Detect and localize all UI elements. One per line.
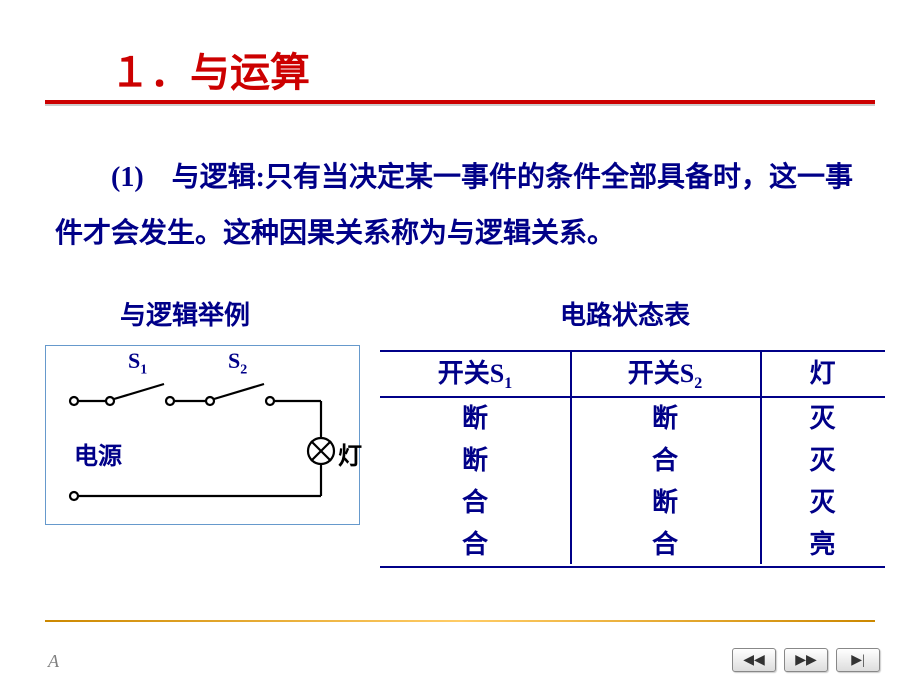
nav-prev-button[interactable]: ◀◀ xyxy=(732,648,776,672)
nav-end-button[interactable]: ▶| xyxy=(836,648,880,672)
table-cell: 灭 xyxy=(760,398,885,440)
table-cell: 合 xyxy=(380,482,570,524)
circuit-caption: 与逻辑举例 xyxy=(120,295,250,332)
lamp-label: 灯 xyxy=(338,436,362,471)
state-table: 开关S1 开关S2 灯 断 断 灭 断 合 灭 合 断 灭 xyxy=(380,350,885,568)
body-paragraph: (1) 与逻辑:只有当决定某一事件的条件全部具备时，这一事件才会发生。这种因果关… xyxy=(55,150,875,262)
logo-mark: A xyxy=(48,651,59,672)
table-header-row: 开关S1 开关S2 灯 xyxy=(380,352,885,396)
switch-1-label: S1 xyxy=(128,348,147,378)
table-cell: 合 xyxy=(570,440,760,482)
source-label: 电源 xyxy=(74,436,122,471)
slide: １．与运算 (1) 与逻辑:只有当决定某一事件的条件全部具备时，这一事件才会发生… xyxy=(0,0,920,690)
table-cell: 合 xyxy=(380,524,570,566)
table-row: 断 断 灭 xyxy=(380,398,885,440)
footer-divider xyxy=(45,620,875,622)
table-header-lamp: 灯 xyxy=(760,352,885,396)
table-header-s2: 开关S2 xyxy=(570,352,760,396)
table-cell: 灭 xyxy=(760,482,885,524)
table-row: 合 断 灭 xyxy=(380,482,885,524)
table-row: 断 合 灭 xyxy=(380,440,885,482)
body-text: (1) 与逻辑:只有当决定某一事件的条件全部具备时，这一事件才会发生。这种因果关… xyxy=(55,162,853,249)
table-cell: 断 xyxy=(570,482,760,524)
table-cell: 亮 xyxy=(760,524,885,566)
title-underline-shadow xyxy=(45,104,875,106)
table-bottom-line xyxy=(380,566,885,568)
table-header-s1: 开关S1 xyxy=(380,352,570,396)
table-cell: 断 xyxy=(570,398,760,440)
table-row: 合 合 亮 xyxy=(380,524,885,566)
circuit-diagram: S1 S2 电源 灯 xyxy=(45,345,360,525)
table-cell: 合 xyxy=(570,524,760,566)
switch-2-label: S2 xyxy=(228,348,247,378)
nav-next-button[interactable]: ▶▶ xyxy=(784,648,828,672)
slide-title: １．与运算 xyxy=(110,40,310,98)
table-cell: 断 xyxy=(380,398,570,440)
table-body: 断 断 灭 断 合 灭 合 断 灭 合 合 亮 xyxy=(380,398,885,566)
nav-controls: ◀◀ ▶▶ ▶| xyxy=(732,648,880,672)
table-cell: 断 xyxy=(380,440,570,482)
table-cell: 灭 xyxy=(760,440,885,482)
table-caption: 电路状态表 xyxy=(560,295,690,332)
